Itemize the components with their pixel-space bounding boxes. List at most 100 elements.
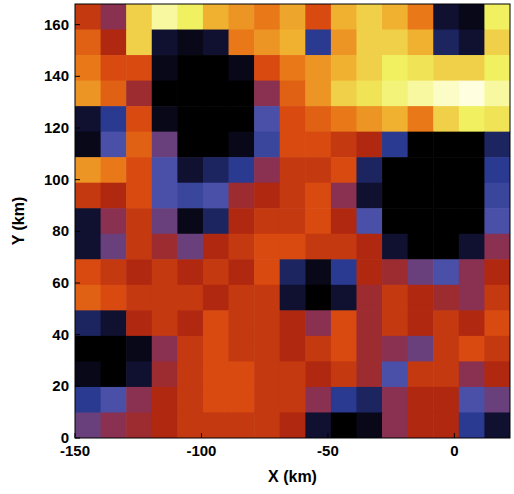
- cell: [280, 30, 306, 56]
- x-axis-title: X (km): [268, 468, 317, 485]
- cell: [280, 310, 306, 336]
- cell: [229, 157, 255, 183]
- cell: [459, 132, 485, 158]
- cell: [126, 106, 152, 132]
- cell: [433, 30, 459, 56]
- cell: [75, 285, 101, 311]
- cell: [408, 412, 434, 438]
- cell: [459, 106, 485, 132]
- cell: [254, 106, 280, 132]
- cell: [356, 81, 382, 107]
- cell: [280, 4, 306, 30]
- cell: [382, 208, 408, 234]
- cell: [280, 55, 306, 81]
- cell: [101, 310, 127, 336]
- cell: [203, 30, 229, 56]
- cell: [305, 336, 331, 362]
- cell: [254, 157, 280, 183]
- cell: [229, 81, 255, 107]
- cell: [305, 81, 331, 107]
- cell: [75, 81, 101, 107]
- y-tick: [75, 128, 80, 129]
- cell: [356, 4, 382, 30]
- cell: [254, 30, 280, 56]
- cell: [75, 310, 101, 336]
- cell: [203, 183, 229, 209]
- cell: [101, 81, 127, 107]
- cell: [459, 234, 485, 260]
- cell: [484, 412, 510, 438]
- cell: [152, 310, 178, 336]
- cell: [356, 183, 382, 209]
- y-tick-label: 120: [44, 119, 69, 136]
- cell: [408, 336, 434, 362]
- cell: [75, 208, 101, 234]
- cell: [75, 336, 101, 362]
- cell: [459, 259, 485, 285]
- cell: [152, 81, 178, 107]
- cell: [254, 183, 280, 209]
- cell: [126, 310, 152, 336]
- cell: [177, 157, 203, 183]
- cell: [101, 361, 127, 387]
- cell: [203, 310, 229, 336]
- cell: [254, 285, 280, 311]
- cell: [126, 208, 152, 234]
- cell: [356, 234, 382, 260]
- cell: [382, 106, 408, 132]
- cell: [203, 387, 229, 413]
- cell: [382, 259, 408, 285]
- cell: [126, 412, 152, 438]
- cell: [101, 183, 127, 209]
- cell: [331, 106, 357, 132]
- cell: [229, 361, 255, 387]
- cell: [101, 208, 127, 234]
- cell: [433, 55, 459, 81]
- cell: [280, 183, 306, 209]
- cell: [331, 387, 357, 413]
- y-tick-label: 140: [44, 67, 69, 84]
- cell: [484, 55, 510, 81]
- cell: [75, 412, 101, 438]
- cell: [101, 336, 127, 362]
- cell: [254, 55, 280, 81]
- cell: [203, 81, 229, 107]
- cell: [152, 157, 178, 183]
- cell: [356, 55, 382, 81]
- cell: [459, 208, 485, 234]
- y-tick-label: 20: [52, 377, 69, 394]
- cell: [433, 81, 459, 107]
- cell: [280, 81, 306, 107]
- cell: [408, 259, 434, 285]
- cell: [75, 234, 101, 260]
- cell: [254, 208, 280, 234]
- cell: [356, 285, 382, 311]
- cell: [305, 412, 331, 438]
- y-tick: [75, 231, 80, 232]
- y-tick: [75, 24, 80, 25]
- x-tick: [75, 433, 76, 438]
- cell: [382, 310, 408, 336]
- cell: [356, 412, 382, 438]
- cell: [382, 157, 408, 183]
- cell: [75, 361, 101, 387]
- cell: [126, 183, 152, 209]
- cell: [433, 412, 459, 438]
- cell: [203, 259, 229, 285]
- cell: [254, 336, 280, 362]
- cell: [484, 310, 510, 336]
- cell: [382, 336, 408, 362]
- cell: [75, 106, 101, 132]
- cell: [459, 387, 485, 413]
- cell: [101, 412, 127, 438]
- cell: [484, 285, 510, 311]
- cell: [408, 55, 434, 81]
- cell: [408, 30, 434, 56]
- cell: [433, 259, 459, 285]
- cells: [75, 4, 510, 438]
- cell: [254, 361, 280, 387]
- cell: [484, 336, 510, 362]
- cell: [408, 157, 434, 183]
- y-tick: [75, 334, 80, 335]
- cell: [280, 259, 306, 285]
